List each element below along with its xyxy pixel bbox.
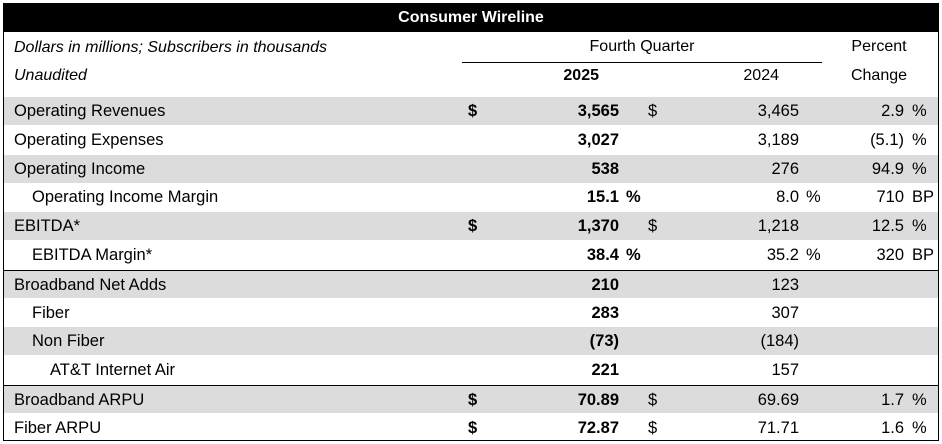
- percent-change: 2.9: [881, 102, 904, 120]
- value-2024: 157: [771, 361, 799, 380]
- value-2025: 221: [591, 361, 619, 380]
- row-label: EBITDA*: [14, 217, 81, 236]
- table-row: Broadband Net Adds 210 123: [4, 269, 938, 299]
- unaudited-note: Unaudited: [14, 67, 87, 84]
- table-row: AT&T Internet Air 221 157: [4, 356, 938, 384]
- value-2024: (184): [760, 332, 799, 351]
- table-row: Operating Income Margin 15.1% 8.0% 710 BP: [4, 183, 938, 211]
- percent-header-line1: Percent: [851, 38, 907, 55]
- value-2024: 35.2: [766, 246, 799, 264]
- change-unit: %: [912, 102, 927, 120]
- row-label: Operating Income Margin: [32, 188, 219, 207]
- percent-header-line2: Change: [850, 67, 908, 84]
- table-row: Broadband ARPU $70.89 $69.69 1.7%: [4, 385, 938, 413]
- change-unit: BP: [912, 246, 935, 264]
- value-2025: 70.89: [577, 391, 619, 409]
- change-unit: %: [912, 217, 927, 236]
- percent-change: [834, 299, 904, 327]
- table-row: EBITDA Margin* 38.4% 35.2% 320 BP: [4, 241, 938, 269]
- period-underline: [462, 62, 822, 63]
- percent-change: 1.7: [881, 391, 904, 409]
- row-label: Broadband ARPU: [14, 391, 145, 409]
- value-2025: 3,027: [577, 130, 619, 149]
- change-unit: %: [912, 391, 927, 409]
- row-label: Broadband Net Adds: [14, 275, 167, 294]
- currency-2024: $: [648, 418, 658, 437]
- currency-2025: $: [468, 102, 478, 120]
- units-note: Dollars in millions; Subscribers in thou…: [14, 39, 328, 56]
- value-2024: 3,465: [757, 102, 799, 120]
- value-2024: 3,189: [757, 130, 799, 149]
- value-2025: 538: [591, 159, 619, 178]
- suffix-2025: %: [626, 188, 641, 207]
- value-2025: 3,565: [577, 102, 619, 120]
- value-2025: 283: [591, 303, 619, 322]
- suffix-2024: %: [806, 246, 821, 264]
- percent-change: [834, 356, 904, 384]
- value-2025: 210: [591, 275, 619, 294]
- table-row: Operating Expenses 3,027 3,189 (5.1)%: [4, 126, 938, 154]
- column-header-2025: 2025: [563, 67, 599, 84]
- currency-2025: $: [468, 391, 478, 409]
- change-unit: %: [912, 130, 927, 149]
- percent-change: 12.5: [871, 217, 904, 236]
- percent-change: 710: [876, 188, 904, 207]
- currency-2024: $: [648, 391, 658, 409]
- table-row: EBITDA* $1,370 $1,218 12.5%: [4, 212, 938, 241]
- value-2025: 72.87: [577, 418, 619, 437]
- row-label: Fiber ARPU: [14, 418, 102, 437]
- row-label: Operating Revenues: [14, 102, 166, 120]
- row-label: Operating Income: [14, 159, 146, 178]
- value-2024: 276: [771, 159, 799, 178]
- row-label: Non Fiber: [32, 332, 105, 351]
- percent-change: 1.6: [881, 418, 904, 437]
- suffix-2025: %: [626, 246, 641, 264]
- value-2025: (73): [589, 332, 619, 351]
- column-header-2024: 2024: [743, 67, 779, 84]
- percent-change: 320: [876, 246, 904, 264]
- value-2024: 1,218: [757, 217, 799, 236]
- change-unit: %: [912, 159, 927, 178]
- value-2025: 15.1: [586, 188, 619, 207]
- percent-change: [834, 327, 904, 355]
- value-2025: 38.4: [586, 246, 619, 264]
- value-2024: 69.69: [757, 391, 799, 409]
- change-unit: BP: [912, 188, 935, 207]
- percent-change: 94.9: [871, 159, 904, 178]
- suffix-2024: %: [806, 188, 821, 207]
- value-2024: 307: [771, 303, 799, 322]
- table-row: Non Fiber (73) (184): [4, 327, 938, 356]
- value-2025: 1,370: [577, 217, 619, 236]
- value-2024: 8.0: [776, 188, 799, 207]
- currency-2025: $: [468, 418, 478, 437]
- currency-2024: $: [648, 102, 658, 120]
- table-row: Operating Revenues $3,565 $3,465 2.9%: [4, 97, 938, 125]
- value-2024: 123: [771, 275, 799, 294]
- currency-2024: $: [648, 217, 658, 236]
- consumer-wireline-table: Consumer Wireline Dollars in millions; S…: [3, 3, 939, 441]
- table-row: Fiber ARPU $72.87 $71.71 1.6%: [4, 414, 938, 442]
- value-2024: 71.71: [757, 418, 799, 437]
- row-label: Operating Expenses: [14, 130, 164, 149]
- row-label: AT&T Internet Air: [50, 361, 176, 380]
- table-row: Operating Income 538 276 94.9%: [4, 154, 938, 183]
- row-label: Fiber: [32, 303, 70, 322]
- percent-change: [834, 271, 904, 299]
- table-title: Consumer Wireline: [4, 4, 938, 32]
- row-label: EBITDA Margin*: [32, 246, 153, 264]
- change-unit: %: [912, 418, 927, 437]
- table-row: Fiber 283 307: [4, 299, 938, 327]
- period-label: Fourth Quarter: [589, 38, 695, 55]
- percent-change: (5.1): [870, 130, 904, 149]
- currency-2025: $: [468, 217, 478, 236]
